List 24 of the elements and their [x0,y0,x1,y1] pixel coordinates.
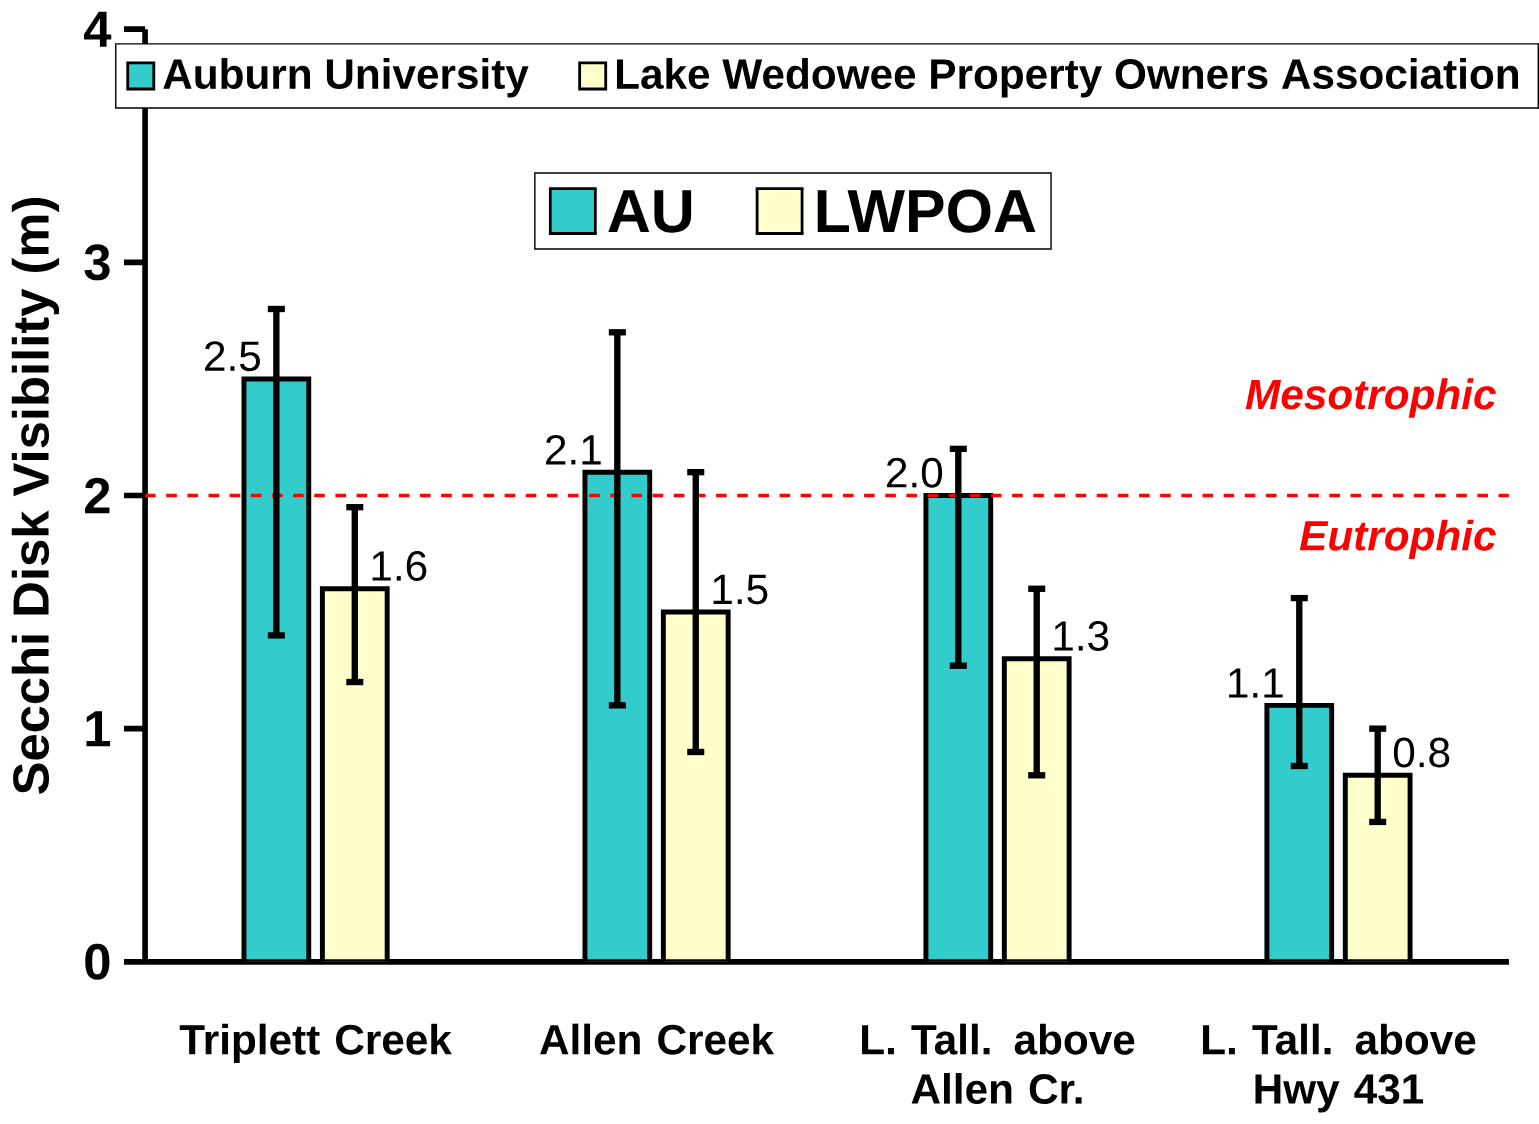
annotation: LWPOA [817,189,1036,233]
data-label: 1.6 [372,551,427,581]
legend-label: Lake Wedowee Property Owners Association [616,57,1519,98]
y-tick-label: 4 [84,11,112,47]
x-tick-label: L. Tall. above Allen Cr. [862,1023,1135,1104]
data-label: 1.1 [1229,668,1283,698]
data-label: 1.5 [713,574,768,605]
data-label: 2.0 [887,457,943,488]
legend-label: Auburn University [163,57,529,98]
x-tick-label: Allen Creek [540,1023,775,1055]
y-tick-label: 0 [85,943,110,980]
data-label: 0.8 [1393,737,1450,768]
y-axis-title: Secchi Disk Visibility (m) [11,198,60,794]
y-tick-label: 3 [84,244,110,281]
annotation: AU [608,190,692,233]
y-tick-label: 1 [86,711,111,747]
data-label: 2.5 [205,341,260,372]
y-tick-label: 2 [85,477,110,514]
annotation: Mesotrophic [1245,378,1496,418]
x-tick-label: Triplett Creek [179,1023,452,1063]
data-label: 2.1 [546,434,601,465]
x-tick-label: L. Tall. above Hwy 431 [1203,1023,1476,1113]
data-label: 1.3 [1054,620,1109,651]
annotation: Eutrophic [1299,519,1496,559]
